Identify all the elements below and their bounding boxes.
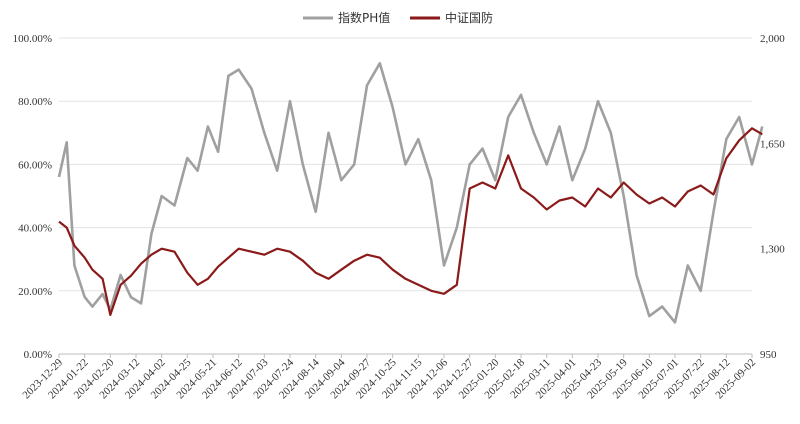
series-line-defense: [58, 127, 763, 316]
left-tick-label: 60.00%: [18, 159, 52, 171]
left-tick-label: 100.00%: [13, 33, 52, 45]
legend-label-defense: 中证国防: [445, 10, 493, 25]
right-tick-label: 2,000: [760, 33, 785, 45]
left-tick-label: 40.00%: [18, 223, 52, 235]
right-tick-label: 1,300: [760, 244, 785, 256]
legend-item-ph: 指数PH值: [303, 10, 390, 25]
left-tick-label: 20.00%: [18, 286, 52, 298]
x-axis-ticks: 2023-12-292024-01-222024-02-202024-03-12…: [20, 354, 758, 401]
series: [57, 61, 764, 324]
legend: 指数PH值 中证国防: [303, 10, 493, 25]
legend-item-defense: 中证国防: [410, 10, 493, 25]
left-tick-label: 80.00%: [18, 96, 52, 108]
left-tick-label: 0.00%: [24, 349, 52, 361]
right-tick-label: 1,650: [760, 138, 785, 150]
left-y-axis-ticks: 0.00% 20.00% 40.00% 60.00% 80.00% 100.00%: [13, 33, 52, 361]
right-y-axis-ticks: 950 1,300 1,650 2,000: [760, 33, 785, 361]
series-line-ph: [57, 61, 764, 324]
right-tick-label: 950: [760, 349, 777, 361]
legend-label-ph: 指数PH值: [338, 10, 390, 25]
